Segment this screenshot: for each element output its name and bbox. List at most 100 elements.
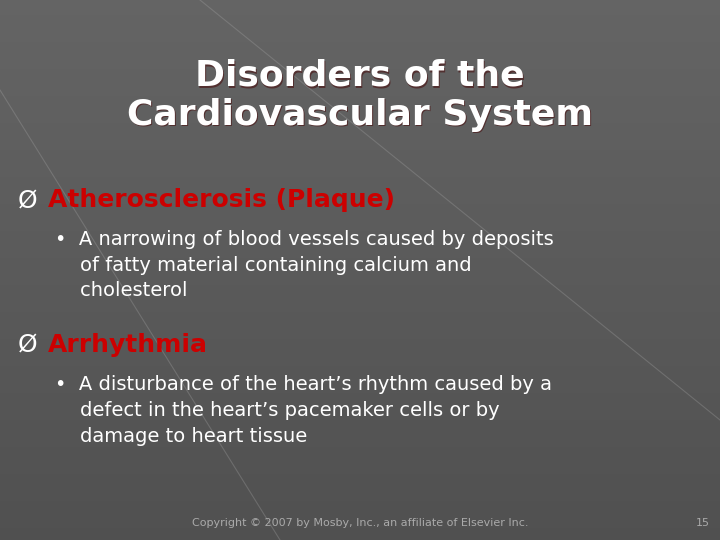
Bar bbox=[0, 49, 720, 51]
Bar bbox=[0, 448, 720, 451]
Bar bbox=[0, 294, 720, 297]
Bar bbox=[0, 202, 720, 205]
Bar bbox=[0, 424, 720, 427]
Bar bbox=[0, 100, 720, 103]
Bar bbox=[0, 5, 720, 8]
Bar bbox=[0, 278, 720, 281]
Text: •  A disturbance of the heart’s rhythm caused by a
    defect in the heart’s pac: • A disturbance of the heart’s rhythm ca… bbox=[55, 375, 552, 446]
Bar bbox=[0, 154, 720, 157]
Bar bbox=[0, 65, 720, 68]
Bar bbox=[0, 319, 720, 321]
Bar bbox=[0, 189, 720, 192]
Bar bbox=[0, 251, 720, 254]
Bar bbox=[0, 167, 720, 170]
Bar bbox=[0, 359, 720, 362]
Bar bbox=[0, 440, 720, 443]
Bar bbox=[0, 8, 720, 11]
Bar bbox=[0, 3, 720, 5]
Bar bbox=[0, 173, 720, 176]
Bar bbox=[0, 143, 720, 146]
Bar bbox=[0, 132, 720, 135]
Bar bbox=[0, 467, 720, 470]
Bar bbox=[0, 416, 720, 418]
Bar bbox=[0, 375, 720, 378]
Bar bbox=[0, 32, 720, 35]
Bar bbox=[0, 343, 720, 346]
Bar bbox=[0, 486, 720, 489]
Bar bbox=[0, 505, 720, 508]
Bar bbox=[0, 27, 720, 30]
Bar bbox=[0, 481, 720, 483]
Text: Copyright © 2007 by Mosby, Inc., an affiliate of Elsevier Inc.: Copyright © 2007 by Mosby, Inc., an affi… bbox=[192, 518, 528, 528]
Text: Disorders of the
Cardiovascular System: Disorders of the Cardiovascular System bbox=[127, 59, 593, 132]
Bar bbox=[0, 432, 720, 435]
Bar bbox=[0, 397, 720, 400]
Bar bbox=[0, 159, 720, 162]
Bar bbox=[0, 40, 720, 43]
Bar bbox=[0, 165, 720, 167]
Text: Ø: Ø bbox=[18, 333, 37, 357]
Bar bbox=[0, 219, 720, 221]
Text: Disorders of the
Cardiovascular System: Disorders of the Cardiovascular System bbox=[128, 60, 594, 133]
Bar bbox=[0, 478, 720, 481]
Bar bbox=[0, 186, 720, 189]
Bar bbox=[0, 389, 720, 392]
Bar bbox=[0, 181, 720, 184]
Bar bbox=[0, 308, 720, 310]
Bar bbox=[0, 216, 720, 219]
Bar bbox=[0, 14, 720, 16]
Bar bbox=[0, 451, 720, 454]
Bar bbox=[0, 205, 720, 208]
Bar bbox=[0, 524, 720, 526]
Bar bbox=[0, 351, 720, 354]
Bar bbox=[0, 300, 720, 302]
Bar bbox=[0, 76, 720, 78]
Bar bbox=[0, 392, 720, 394]
Bar bbox=[0, 483, 720, 486]
Bar bbox=[0, 46, 720, 49]
Bar bbox=[0, 475, 720, 478]
Bar bbox=[0, 456, 720, 459]
Bar bbox=[0, 270, 720, 273]
Bar bbox=[0, 248, 720, 251]
Bar bbox=[0, 340, 720, 343]
Bar bbox=[0, 70, 720, 73]
Bar bbox=[0, 286, 720, 289]
Bar bbox=[0, 113, 720, 116]
Bar bbox=[0, 508, 720, 510]
Bar bbox=[0, 410, 720, 413]
Bar bbox=[0, 381, 720, 383]
Text: Atherosclerosis (Plaque): Atherosclerosis (Plaque) bbox=[48, 188, 395, 212]
Bar bbox=[0, 38, 720, 40]
Bar bbox=[0, 297, 720, 300]
Bar bbox=[0, 254, 720, 256]
Bar bbox=[0, 94, 720, 97]
Bar bbox=[0, 346, 720, 348]
Bar bbox=[0, 124, 720, 127]
Bar bbox=[0, 240, 720, 243]
Text: Ø: Ø bbox=[18, 188, 37, 212]
Bar bbox=[0, 305, 720, 308]
Bar bbox=[0, 119, 720, 122]
Bar bbox=[0, 224, 720, 227]
Bar bbox=[0, 221, 720, 224]
Bar bbox=[0, 464, 720, 467]
Bar bbox=[0, 316, 720, 319]
Bar bbox=[0, 151, 720, 154]
Bar bbox=[0, 230, 720, 232]
Bar bbox=[0, 459, 720, 462]
Bar bbox=[0, 313, 720, 316]
Bar bbox=[0, 437, 720, 440]
Bar bbox=[0, 184, 720, 186]
Bar bbox=[0, 97, 720, 100]
Bar bbox=[0, 370, 720, 373]
Bar bbox=[0, 16, 720, 19]
Bar bbox=[0, 243, 720, 246]
Bar bbox=[0, 232, 720, 235]
Bar bbox=[0, 62, 720, 65]
Bar bbox=[0, 462, 720, 464]
Bar bbox=[0, 332, 720, 335]
Bar bbox=[0, 408, 720, 410]
Bar bbox=[0, 378, 720, 381]
Bar bbox=[0, 516, 720, 518]
